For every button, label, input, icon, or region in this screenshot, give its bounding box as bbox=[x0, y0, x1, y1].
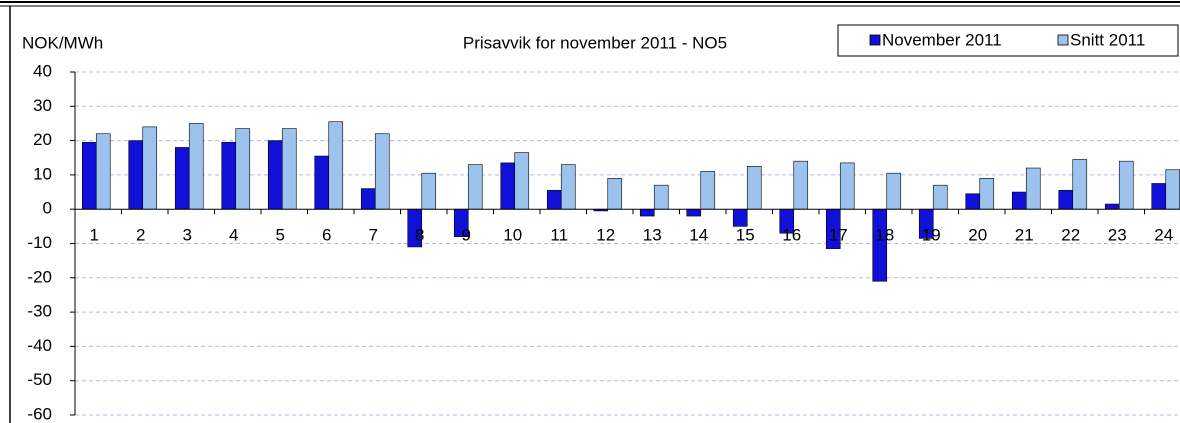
x-tick-label: 3 bbox=[183, 225, 192, 244]
y-tick-label: -50 bbox=[27, 370, 52, 389]
chart-title: Prisavvik for november 2011 - NO5 bbox=[463, 33, 727, 52]
bar bbox=[174, 147, 190, 210]
bar bbox=[514, 152, 530, 210]
bar bbox=[500, 162, 516, 210]
x-tick-label: 9 bbox=[462, 225, 471, 244]
x-tick-label: 5 bbox=[276, 225, 285, 244]
legend-label: Snitt 2011 bbox=[1070, 30, 1145, 49]
bar bbox=[560, 164, 576, 210]
bar bbox=[467, 164, 483, 210]
x-tick-label: 21 bbox=[1015, 225, 1034, 244]
bar bbox=[886, 172, 902, 210]
legend-swatch bbox=[869, 34, 881, 46]
bar bbox=[281, 128, 297, 210]
legend-swatch bbox=[1057, 34, 1069, 46]
x-tick-label: 17 bbox=[829, 225, 848, 244]
x-tick-label: 24 bbox=[1154, 225, 1173, 244]
bar bbox=[128, 140, 144, 210]
y-tick-label: 40 bbox=[33, 61, 52, 80]
bar bbox=[607, 178, 623, 210]
bar bbox=[965, 193, 981, 210]
y-tick-label: -20 bbox=[27, 267, 52, 286]
bar bbox=[188, 123, 204, 210]
legend-box bbox=[837, 24, 1179, 57]
y-tick-label: -30 bbox=[27, 302, 52, 321]
bar bbox=[374, 133, 390, 210]
bar bbox=[932, 184, 948, 210]
y-tick-label: 30 bbox=[33, 96, 52, 115]
bar bbox=[421, 172, 437, 210]
bar bbox=[235, 128, 251, 210]
bar bbox=[639, 208, 655, 217]
bar bbox=[686, 208, 702, 217]
bar bbox=[979, 178, 995, 210]
bar bbox=[1072, 159, 1088, 210]
bar bbox=[746, 166, 762, 210]
x-tick-label: 6 bbox=[322, 225, 331, 244]
bar bbox=[839, 162, 855, 210]
bar bbox=[1118, 160, 1134, 210]
x-tick-label: 18 bbox=[875, 225, 894, 244]
bar bbox=[142, 126, 158, 210]
x-tick-label: 12 bbox=[596, 225, 615, 244]
x-tick-label: 8 bbox=[415, 225, 424, 244]
bar bbox=[793, 160, 809, 210]
x-tick-label: 22 bbox=[1061, 225, 1080, 244]
x-tick-label: 16 bbox=[782, 225, 801, 244]
bar bbox=[1058, 190, 1074, 210]
bar bbox=[81, 142, 97, 210]
x-tick-label: 13 bbox=[643, 225, 662, 244]
bar bbox=[732, 208, 748, 227]
bar bbox=[653, 184, 669, 210]
bar bbox=[221, 142, 237, 210]
y-tick-label: 0 bbox=[43, 199, 52, 218]
x-tick-label: 1 bbox=[90, 225, 99, 244]
y-tick-label: -10 bbox=[27, 233, 52, 252]
bar bbox=[700, 171, 716, 210]
bar bbox=[314, 155, 330, 210]
y-tick-label: -40 bbox=[27, 336, 52, 355]
bar bbox=[1165, 169, 1180, 210]
bar bbox=[546, 190, 562, 210]
x-tick-label: 20 bbox=[968, 225, 987, 244]
x-tick-label: 2 bbox=[136, 225, 145, 244]
legend-label: November 2011 bbox=[882, 30, 1002, 49]
x-tick-label: 19 bbox=[922, 225, 941, 244]
bar bbox=[1104, 203, 1120, 210]
bar bbox=[360, 188, 376, 210]
bar bbox=[267, 140, 283, 210]
y-tick-label: 10 bbox=[33, 164, 52, 183]
x-tick-label: 7 bbox=[369, 225, 378, 244]
y-axis-label: NOK/MWh bbox=[22, 33, 103, 52]
bar bbox=[1011, 191, 1027, 210]
x-tick-label: 14 bbox=[689, 225, 708, 244]
x-tick-label: 4 bbox=[229, 225, 238, 244]
bar bbox=[95, 133, 111, 210]
x-tick-label: 23 bbox=[1108, 225, 1127, 244]
y-tick-label: 20 bbox=[33, 130, 52, 149]
x-tick-label: 10 bbox=[503, 225, 522, 244]
bar bbox=[1025, 167, 1041, 210]
bar bbox=[872, 208, 888, 282]
x-tick-label: 11 bbox=[550, 225, 568, 244]
y-tick-label: -60 bbox=[27, 404, 52, 423]
x-tick-label: 15 bbox=[736, 225, 755, 244]
bar bbox=[328, 121, 344, 210]
bar bbox=[1151, 183, 1167, 210]
